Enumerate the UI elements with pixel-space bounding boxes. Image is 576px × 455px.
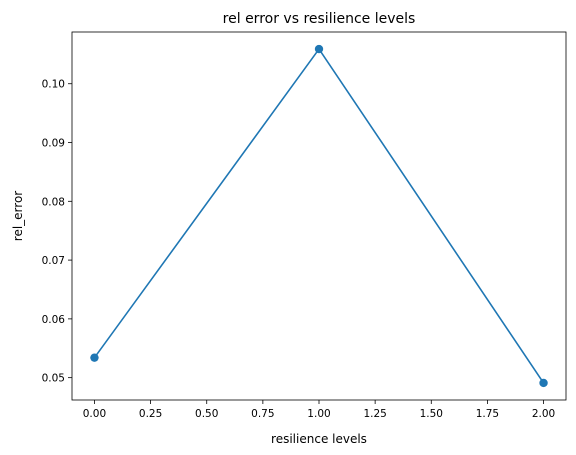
x-tick-label: 1.50: [420, 408, 443, 420]
x-axis-ticks: 0.00 0.25 0.50 0.75 1.00 1.25 1.50 1.75 2.00: [83, 400, 555, 420]
x-tick-label: 2.00: [532, 408, 555, 420]
x-tick-label: 1.75: [476, 408, 499, 420]
x-tick-label: 0.50: [195, 408, 218, 420]
y-tick-label: 0.05: [42, 373, 65, 385]
data-point: [90, 353, 99, 362]
data-point: [314, 44, 324, 54]
x-tick-label: 1.25: [363, 408, 386, 420]
plot-area: [71, 31, 567, 401]
data-point: [539, 378, 548, 388]
y-tick-label: 0.06: [42, 314, 66, 326]
y-tick-label: 0.08: [42, 196, 65, 208]
x-tick-label: 1.00: [307, 408, 330, 420]
y-tick-label: 0.10: [42, 79, 65, 91]
x-tick-label: 0.75: [251, 408, 274, 420]
x-tick-label: 0.25: [139, 408, 162, 420]
y-tick-label: 0.07: [42, 255, 65, 267]
y-tick-label: 0.09: [42, 138, 65, 150]
x-axis-label: resilience levels: [271, 432, 367, 446]
x-tick-label: 0.00: [83, 408, 106, 420]
series-group: [90, 44, 548, 388]
y-axis-ticks: 0.05 0.06 0.07 0.08 0.09 0.10: [42, 79, 72, 385]
y-axis-label: rel_error: [11, 191, 25, 242]
chart-title: rel error vs resilience levels: [223, 11, 416, 27]
